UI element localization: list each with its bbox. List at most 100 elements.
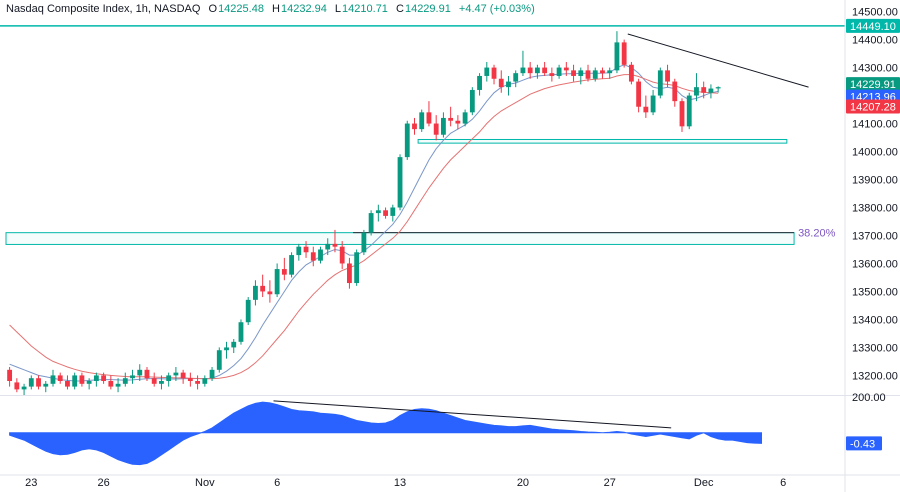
candle-body (195, 381, 201, 384)
candle-body (43, 383, 49, 387)
candle (498, 70, 504, 93)
candle-body (347, 263, 352, 284)
candle (643, 95, 649, 118)
candle-body (115, 383, 121, 387)
candle (578, 67, 584, 85)
candle-body (224, 347, 229, 351)
candle (390, 204, 396, 222)
candle-body (469, 89, 475, 113)
candle (491, 64, 497, 85)
candle-body (390, 207, 396, 216)
candle-body (253, 285, 258, 300)
candle (137, 364, 143, 382)
candle-body (260, 285, 266, 292)
candle (657, 67, 663, 99)
candle (686, 92, 692, 130)
price-tick-label: 14400.00 (852, 35, 898, 47)
candle (426, 101, 432, 127)
candle-body (72, 375, 78, 387)
candle (397, 154, 403, 211)
badge-value: 14207.28 (850, 102, 896, 114)
high-label: H (272, 3, 280, 15)
candle (159, 375, 164, 390)
candle-body (643, 106, 649, 113)
candle-body (245, 299, 251, 323)
price-tick-label: 13500.00 (852, 286, 898, 298)
candle (404, 120, 410, 160)
candle (122, 372, 128, 387)
candle (325, 238, 331, 256)
candle (202, 375, 208, 387)
time-tick-label: 27 (604, 477, 616, 489)
candle (600, 67, 605, 79)
candle-body (361, 232, 367, 253)
candle-body (426, 112, 432, 124)
candle-body (86, 381, 92, 384)
candle (527, 61, 533, 79)
price-tick-label: 13200.00 (852, 370, 898, 382)
candle-body (498, 78, 504, 88)
candle-body (462, 112, 468, 124)
candle (694, 73, 699, 102)
candle-body (534, 67, 540, 74)
candle (195, 375, 201, 390)
price-tick-label: 14300.00 (852, 63, 898, 75)
badge-background (846, 99, 900, 114)
candle-body (708, 88, 714, 93)
candle (21, 383, 27, 395)
price-tick-label: 13300.00 (852, 342, 898, 354)
candle-body (144, 369, 150, 379)
candle-body (448, 117, 454, 121)
candle-body (404, 123, 410, 158)
ma-slow-badge: 14207.28 (846, 99, 900, 114)
candle (571, 64, 576, 82)
oscillator-value-badge: -0.43 (846, 436, 882, 451)
candle (636, 78, 642, 113)
candle (455, 115, 461, 130)
candle-body (137, 369, 143, 376)
candle (101, 372, 107, 384)
candle (534, 64, 540, 79)
candle (79, 372, 85, 387)
candle-body (527, 67, 533, 74)
oscillator-trendline (273, 400, 672, 429)
candle (339, 241, 345, 270)
candle-body (585, 70, 591, 79)
candle (180, 369, 186, 384)
high-value: 14232.94 (280, 3, 327, 15)
candle (375, 204, 381, 222)
candle-body (122, 378, 128, 384)
candle-body (318, 249, 323, 261)
candle-body (628, 64, 634, 82)
candle-body (477, 75, 482, 90)
candle (36, 375, 41, 390)
candle-body (650, 95, 656, 113)
price-tick-label: 14000.00 (852, 147, 898, 159)
badge-background (846, 436, 882, 451)
candle (238, 319, 244, 345)
candle (441, 112, 446, 138)
candle (253, 280, 258, 306)
candle-body (180, 372, 186, 379)
candle-body (36, 378, 41, 387)
badge-value: -0.43 (850, 438, 875, 450)
candle (679, 98, 685, 132)
candle (347, 257, 352, 289)
candle (173, 367, 179, 382)
candle-body (578, 70, 584, 76)
candle (224, 341, 229, 359)
candle (585, 64, 591, 82)
candle-body (715, 87, 721, 89)
level-badge: 14449.10 (846, 18, 900, 33)
candle-body (571, 70, 576, 76)
open-label: O (208, 3, 218, 15)
candle (108, 375, 114, 390)
candle (187, 372, 193, 387)
candle (43, 381, 49, 393)
candle-body (108, 381, 114, 387)
candle-body (513, 73, 519, 82)
price-tick-label: 13700.00 (852, 230, 898, 242)
price-tick-label: 13600.00 (852, 258, 898, 270)
candle (462, 109, 468, 127)
